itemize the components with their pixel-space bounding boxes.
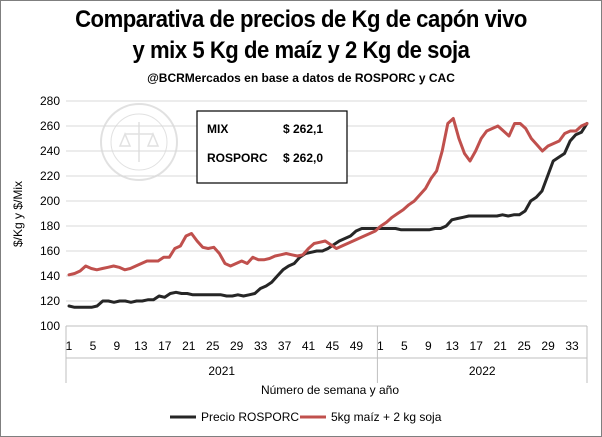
series-line-rosporc bbox=[67, 122, 589, 309]
x-tick-label: 9 bbox=[114, 339, 121, 353]
x-tick-label: 1 bbox=[66, 339, 73, 353]
series-line-mix bbox=[67, 117, 589, 277]
x-tick-label: 25 bbox=[517, 339, 531, 353]
info-mix-label: MIX bbox=[207, 122, 228, 136]
year-label-2022: 2022 bbox=[469, 364, 496, 378]
year-label-2021: 2021 bbox=[208, 364, 235, 378]
x-tick-label: 25 bbox=[206, 339, 220, 353]
chart-title-line2: y mix 5 Kg de maíz y 2 Kg de soja bbox=[132, 37, 470, 64]
x-tick-label: 13 bbox=[134, 339, 148, 353]
y-tick-label: 100 bbox=[40, 319, 60, 333]
y-tick-label: 160 bbox=[40, 244, 60, 258]
y-tick-label: 180 bbox=[40, 219, 60, 233]
x-tick-label: 41 bbox=[302, 339, 316, 353]
x-tick-label: 13 bbox=[446, 339, 460, 353]
x-tick-label: 5 bbox=[401, 339, 408, 353]
info-rosporc-label: ROSPORC bbox=[207, 151, 268, 165]
y-axis-label: $/Kg y $/Mix bbox=[11, 181, 25, 247]
x-tick-label: 17 bbox=[158, 339, 172, 353]
info-box: MIX $ 262,1 ROSPORC $ 262,0 bbox=[196, 110, 348, 184]
y-tick-label: 140 bbox=[40, 269, 60, 283]
x-tick-label: 37 bbox=[278, 339, 292, 353]
info-mix-value: $ 262,1 bbox=[283, 122, 323, 136]
x-tick-label: 29 bbox=[541, 339, 555, 353]
y-tick-label: 240 bbox=[40, 144, 60, 158]
bolsa-seal-watermark bbox=[100, 103, 178, 181]
y-tick-label: 200 bbox=[40, 194, 60, 208]
y-tick-label: 220 bbox=[40, 169, 60, 183]
chart-subtitle: @BCRMercados en base a datos de ROSPORC … bbox=[147, 71, 455, 85]
x-tick-label: 17 bbox=[470, 339, 484, 353]
x-tick-label: 21 bbox=[493, 339, 507, 353]
legend: Precio ROSPORC 5kg maíz + 2 kg soja bbox=[170, 410, 442, 424]
info-rosporc-value: $ 262,0 bbox=[283, 151, 323, 165]
x-axis-label: Número de semana y año bbox=[261, 383, 399, 397]
x-tick-label: 33 bbox=[254, 339, 268, 353]
x-tick-label: 5 bbox=[90, 339, 97, 353]
x-tick-label: 45 bbox=[326, 339, 340, 353]
y-tick-label: 120 bbox=[40, 294, 60, 308]
chart-title-line1: Comparativa de precios de Kg de capón vi… bbox=[75, 6, 527, 33]
x-tick-label: 21 bbox=[182, 339, 196, 353]
legend-label-rosporc: Precio ROSPORC bbox=[201, 410, 299, 424]
legend-label-mix: 5kg maíz + 2 kg soja bbox=[331, 410, 442, 424]
x-tick-label: 33 bbox=[565, 339, 579, 353]
y-tick-label: 260 bbox=[40, 119, 60, 133]
y-tick-label: 280 bbox=[40, 94, 60, 108]
x-tick-label: 29 bbox=[230, 339, 244, 353]
x-tick-label: 49 bbox=[350, 339, 364, 353]
x-tick-label: 1 bbox=[377, 339, 384, 353]
x-tick-label: 9 bbox=[425, 339, 432, 353]
